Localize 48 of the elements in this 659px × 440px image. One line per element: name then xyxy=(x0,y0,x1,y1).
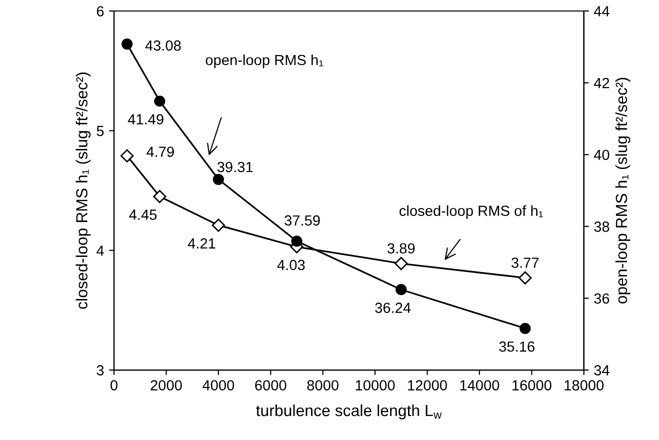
data-label: 36.24 xyxy=(375,302,411,313)
data-label: 3.77 xyxy=(512,258,539,268)
x-tick-label: 10000 xyxy=(356,380,395,390)
y-tick-label: 5 xyxy=(96,126,104,136)
data-label: 4.45 xyxy=(129,210,157,220)
data-label: 41.49 xyxy=(128,114,164,124)
point xyxy=(520,322,531,334)
data-label: 3.89 xyxy=(388,243,415,254)
annotation: closed-loop RMS of h₁ xyxy=(400,205,543,219)
x-tick-label: 2000 xyxy=(150,380,182,390)
y-axis-title: closed-loop RMS h₁ (slug ft²/sec²) xyxy=(76,72,91,309)
point xyxy=(212,174,224,185)
y-tick-label: 4 xyxy=(96,246,104,256)
y2-tick-label: 40 xyxy=(594,150,610,160)
x-tick-label: 6000 xyxy=(255,380,286,390)
data-label: 4.79 xyxy=(146,146,174,157)
point xyxy=(518,271,532,284)
x-tick-label: 16000 xyxy=(512,380,552,390)
point xyxy=(396,284,407,296)
y2-tick-label: 44 xyxy=(594,6,610,16)
y2-tick-label: 36 xyxy=(594,293,610,304)
x-tick-label: 8000 xyxy=(307,380,338,390)
point xyxy=(153,190,166,204)
point xyxy=(120,149,134,162)
data-label: 43.08 xyxy=(145,40,181,51)
point xyxy=(291,236,302,247)
x-tick-label: 12000 xyxy=(408,380,447,390)
point xyxy=(154,96,166,107)
point xyxy=(394,256,408,270)
y2-tick-label: 38 xyxy=(594,222,610,232)
y2-tick-label: 34 xyxy=(594,365,610,376)
y2-tick-label: 42 xyxy=(594,78,610,88)
x-tick-label: 0 xyxy=(110,380,118,390)
data-label: 4.03 xyxy=(277,260,305,270)
data-label: 35.16 xyxy=(499,341,534,352)
point xyxy=(212,218,226,232)
data-label: 4.21 xyxy=(188,238,216,248)
point xyxy=(122,38,133,50)
data-label: 39.31 xyxy=(217,162,253,172)
data-label: 37.59 xyxy=(284,215,320,226)
annotation: open-loop RMS h₁ xyxy=(206,54,324,68)
x-tick-label: 14000 xyxy=(460,380,500,390)
x-tick-label: 4000 xyxy=(202,380,234,390)
x-axis-title: turbulence scale length L$_{w}$ xyxy=(256,404,442,420)
y-tick-label: 3 xyxy=(96,365,104,376)
y-tick-label: 6 xyxy=(96,6,104,16)
y2-axis-title: open-loop RMS h₁ (slug ft²/sec²) xyxy=(615,78,630,304)
x-tick-label: 18000 xyxy=(564,380,604,390)
